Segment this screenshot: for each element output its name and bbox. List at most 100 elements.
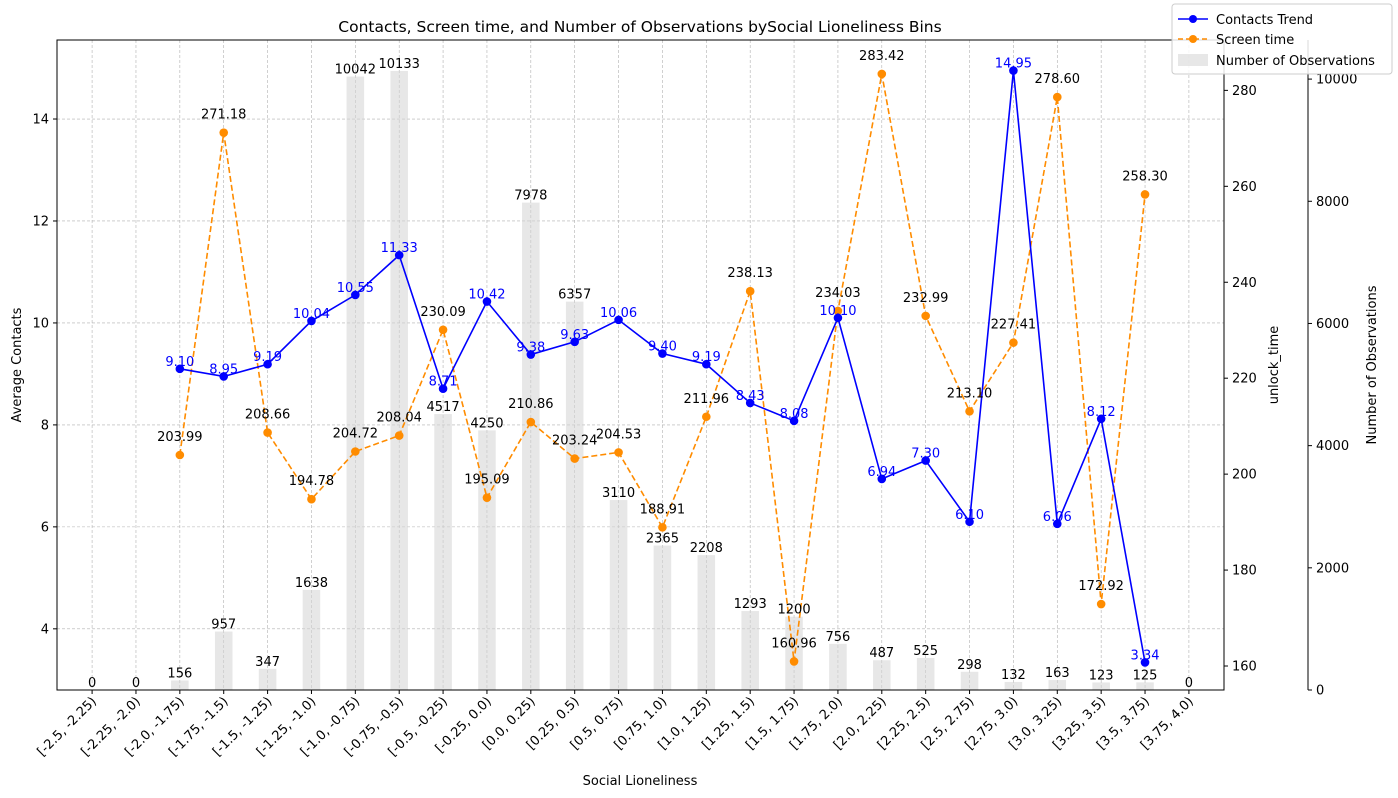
y-tick-label-right2: 8000	[1316, 195, 1349, 210]
observation-bar	[390, 70, 408, 690]
observation-label: 125	[1133, 668, 1158, 683]
observation-label: 957	[211, 618, 236, 633]
observation-bar	[873, 660, 891, 690]
screen-time-point	[482, 493, 492, 502]
screen-time-label: 194.78	[289, 474, 335, 489]
screen-time-line	[179, 73, 1146, 662]
y-tick-label-left: 8	[41, 418, 49, 433]
legend-label-contacts: Contacts Trend	[1216, 13, 1313, 28]
screen-time-label: 203.24	[552, 434, 598, 449]
screen-time-label: 203.99	[157, 430, 203, 445]
observation-bar	[346, 76, 365, 690]
screen-time-point	[745, 286, 755, 296]
contacts-label: 6.94	[867, 465, 896, 480]
observation-bar	[1092, 682, 1110, 690]
screen-time-label: 211.96	[684, 392, 730, 407]
screen-time-label: 234.03	[815, 286, 861, 301]
y-axis-title-right2: Number of Observations	[1365, 285, 1380, 444]
contacts-point	[1009, 66, 1018, 75]
screen-time-point	[833, 306, 843, 316]
y-tick-label-right2: 6000	[1316, 317, 1349, 332]
contacts-label: 9.19	[253, 350, 282, 365]
contacts-point	[526, 350, 536, 359]
contacts-label: 9.10	[165, 355, 194, 370]
contacts-label: 8.43	[736, 389, 765, 404]
screen-time-point	[1052, 92, 1062, 102]
legend: Contacts Trend Screen time Number of Obs…	[1171, 3, 1393, 75]
contacts-point	[833, 313, 843, 323]
screen-time-label: 160.96	[771, 636, 817, 651]
contacts-label: 9.38	[516, 341, 545, 356]
contacts-label: 14.95	[995, 57, 1032, 72]
observation-bar	[302, 589, 321, 690]
contacts-label: 10.06	[600, 306, 637, 321]
screen-time-point	[1096, 599, 1106, 609]
observation-label: 3110	[602, 486, 635, 501]
screen-time-point	[965, 406, 974, 416]
legend-marker-screen-time	[1189, 35, 1197, 43]
screen-time-point	[394, 431, 404, 440]
observation-bar	[697, 555, 716, 690]
observation-label: 0	[132, 676, 140, 691]
contacts-point	[745, 398, 755, 408]
y-tick-label-right2: 0	[1316, 684, 1324, 699]
observation-bar	[916, 657, 935, 690]
observation-bar	[478, 430, 496, 690]
observation-label: 1638	[295, 576, 328, 591]
contacts-point	[614, 315, 623, 325]
screen-time-point	[1140, 190, 1150, 199]
screen-time-point	[1009, 338, 1018, 347]
series-points	[175, 66, 1150, 667]
y-tick-label-right2: 4000	[1316, 439, 1349, 454]
observation-label: 0	[88, 676, 96, 691]
screen-time-point	[219, 128, 229, 137]
legend-label-screen-time: Screen time	[1216, 33, 1294, 48]
chart-title: Contacts, Screen time, and Number of Obs…	[338, 18, 941, 36]
screen-time-point	[789, 657, 799, 666]
observation-label: 0	[1185, 676, 1193, 691]
data-labels: 0 0 156 957 347 1638 10042 10133 4517 4250 7978 635…	[88, 49, 1193, 691]
legend-marker-contacts	[1189, 15, 1197, 23]
observation-label: 525	[913, 644, 938, 659]
screen-time-point	[877, 69, 887, 79]
contacts-label: 8.12	[1087, 405, 1116, 420]
contacts-label: 9.19	[692, 350, 721, 365]
screen-time-label: 278.60	[1035, 72, 1081, 87]
screen-time-point	[351, 447, 360, 456]
observation-bar	[785, 616, 803, 690]
observation-label: 1200	[778, 603, 811, 618]
contacts-label: 11.33	[381, 241, 418, 256]
screen-time-label: 258.30	[1122, 169, 1168, 184]
contacts-label: 9.63	[560, 328, 589, 343]
contacts-label: 8.95	[209, 362, 238, 377]
observation-bar	[258, 668, 277, 690]
y-tick-label-right: 200	[1232, 468, 1257, 483]
contacts-point	[1052, 519, 1062, 529]
contacts-point	[965, 517, 974, 527]
contacts-point	[482, 297, 492, 306]
y-tick-label-left: 14	[32, 113, 49, 128]
contacts-label: 8.71	[429, 375, 458, 390]
contacts-label: 6.06	[1043, 510, 1072, 525]
contacts-point	[877, 474, 887, 484]
screen-time-point	[526, 417, 536, 427]
contacts-point	[1140, 658, 1150, 667]
y-axis-title-left: Average Contacts	[10, 307, 25, 422]
screen-time-point	[438, 325, 448, 335]
contacts-point	[702, 359, 711, 369]
observation-bar	[1048, 680, 1067, 690]
observation-label: 2365	[646, 532, 679, 547]
screen-time-point	[921, 311, 930, 321]
screen-time-label: 230.09	[420, 305, 466, 320]
y-tick-label-left: 4	[41, 622, 49, 637]
contacts-label: 10.55	[337, 281, 374, 296]
observation-label: 4250	[470, 416, 503, 431]
screen-time-point	[614, 448, 623, 457]
observation-label: 156	[167, 666, 192, 681]
y-tick-label-right: 180	[1232, 564, 1257, 579]
screen-time-label: 227.41	[991, 318, 1037, 333]
observation-label: 123	[1089, 668, 1114, 683]
observation-label: 347	[255, 655, 280, 670]
y-tick-label-left: 12	[32, 214, 49, 229]
